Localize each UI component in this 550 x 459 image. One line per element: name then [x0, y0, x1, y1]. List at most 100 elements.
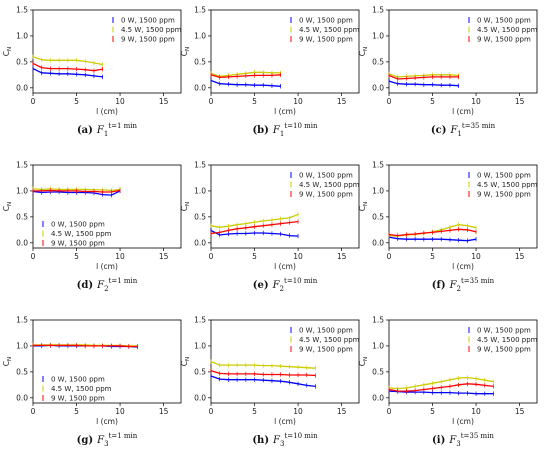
caption-letter: (g) — [77, 435, 93, 446]
caption-symbol: F — [272, 280, 281, 291]
x-axis-label: l (cm) — [452, 107, 474, 116]
x-tick-label: 15 — [515, 252, 525, 261]
x-axis-label: l (cm) — [274, 417, 296, 426]
y-axis-label: CN — [2, 357, 13, 366]
caption-superscript: t=1 min — [108, 122, 137, 130]
x-tick-label: 0 — [209, 97, 214, 106]
y-tick-label: 1.0 — [372, 32, 384, 41]
legend-entry: 4.5 W, 1500 ppm — [121, 26, 182, 34]
x-tick-label: 5 — [74, 97, 79, 106]
legend-entry: 9 W, 1500 ppm — [477, 36, 531, 44]
subplot-f: 0 5 10 15 0.0 0.5 1.0 1.5 l (cm) CN 0 W, 1500 ppm4… — [358, 161, 538, 293]
y-axis-label: CN — [2, 202, 13, 211]
y-tick-label: 0.5 — [16, 212, 28, 221]
y-axis-label: CN — [180, 202, 191, 211]
legend-entry: 0 W, 1500 ppm — [121, 17, 175, 25]
y-tick-label: 1.0 — [16, 32, 28, 41]
legend-entry: 0 W, 1500 ppm — [299, 17, 353, 25]
y-axis-label-subscript: N — [7, 47, 13, 51]
x-tick-label: 10 — [293, 252, 303, 261]
y-axis-label-main: C — [180, 361, 189, 366]
y-axis-label-subscript: N — [185, 357, 191, 361]
y-tick-label: 1.5 — [372, 161, 384, 170]
subplot-caption: (b) F1t=10 min — [252, 122, 318, 138]
x-tick-label: 0 — [31, 97, 36, 106]
caption-letter: (e) — [253, 280, 269, 291]
legend-entry: 4.5 W, 1500 ppm — [51, 230, 112, 238]
caption-symbol: F — [449, 125, 458, 136]
caption-letter: (b) — [252, 125, 268, 136]
y-tick-label: 1.0 — [16, 187, 28, 196]
subplot-caption: (c) F1t=35 min — [431, 122, 496, 138]
caption-superscript: t=35 min — [461, 277, 495, 285]
y-axis-label-subscript: N — [7, 357, 13, 361]
y-tick-label: 0.0 — [16, 393, 28, 402]
legend-entry: 0 W, 1500 ppm — [299, 327, 353, 335]
y-tick-label: 0.0 — [16, 83, 28, 92]
caption-superscript: t=35 min — [462, 122, 496, 130]
legend-entry: 9 W, 1500 ppm — [477, 191, 531, 199]
x-tick-label: 5 — [252, 97, 257, 106]
caption-symbol: F — [96, 280, 105, 291]
subplot-d: 0 5 10 15 0.0 0.5 1.0 1.5 l (cm) CN 0 W, 1500 ppm4… — [2, 161, 182, 293]
y-axis-label-subscript: N — [363, 202, 369, 206]
legend-entry: 4.5 W, 1500 ppm — [299, 181, 360, 189]
subplot-i: 0 5 10 15 0.0 0.5 1.0 1.5 l (cm) CN 0 W, 1500 ppm4… — [358, 316, 538, 448]
caption-subscript: 1 — [104, 130, 108, 138]
caption-symbol: F — [96, 125, 105, 136]
x-tick-label: 5 — [430, 407, 435, 416]
y-tick-label: 1.0 — [372, 187, 384, 196]
caption-symbol: F — [448, 435, 457, 446]
x-axis-label: l (cm) — [452, 417, 474, 426]
y-tick-label: 0.5 — [372, 212, 384, 221]
y-axis-label: CN — [180, 357, 191, 366]
caption-letter: (a) — [77, 125, 93, 136]
caption-letter: (f) — [432, 280, 446, 291]
y-tick-label: 1.0 — [16, 342, 28, 351]
y-axis-label-main: C — [358, 206, 367, 211]
caption-subscript: 2 — [104, 285, 108, 293]
caption-subscript: 1 — [280, 130, 284, 138]
legend-entry: 0 W, 1500 ppm — [477, 172, 531, 180]
y-axis-label-subscript: N — [185, 202, 191, 206]
caption-subscript: 3 — [104, 440, 108, 448]
subplot-caption: (e) F2t=10 min — [253, 277, 318, 293]
legend-entry: 0 W, 1500 ppm — [477, 327, 531, 335]
y-tick-label: 1.0 — [194, 187, 206, 196]
y-axis-label-subscript: N — [363, 357, 369, 361]
y-tick-label: 0.0 — [16, 238, 28, 247]
x-tick-label: 10 — [115, 407, 125, 416]
subplot-caption: (d) F2t=1 min — [77, 277, 138, 293]
y-axis-label-main: C — [358, 51, 367, 56]
y-tick-label: 0.5 — [194, 212, 206, 221]
caption-superscript: t=10 min — [284, 432, 318, 440]
y-tick-label: 1.5 — [16, 316, 28, 325]
y-tick-label: 1.5 — [16, 161, 28, 170]
y-tick-label: 0.5 — [16, 367, 28, 376]
plot-frame — [32, 9, 182, 94]
caption-symbol: F — [449, 280, 458, 291]
y-tick-label: 0.5 — [194, 57, 206, 66]
legend-entry: 9 W, 1500 ppm — [299, 36, 353, 44]
y-axis-label-main: C — [358, 361, 367, 366]
legend-entry: 4.5 W, 1500 ppm — [299, 336, 360, 344]
subplot-caption: (a) F1t=1 min — [77, 122, 138, 138]
y-axis-label-main: C — [2, 206, 11, 211]
y-axis-label-main: C — [180, 51, 189, 56]
x-tick-label: 0 — [31, 252, 36, 261]
x-tick-label: 15 — [159, 252, 169, 261]
legend-entry: 9 W, 1500 ppm — [121, 36, 175, 44]
subplot-b: 0 5 10 15 0.0 0.5 1.0 1.5 l (cm) CN 0 W, 1500 ppm4… — [180, 6, 360, 138]
x-tick-label: 5 — [252, 252, 257, 261]
plot-frame — [32, 319, 182, 404]
y-tick-label: 1.5 — [372, 6, 384, 15]
caption-letter: (h) — [252, 435, 269, 446]
y-tick-label: 1.0 — [194, 342, 206, 351]
legend-entry: 9 W, 1500 ppm — [477, 346, 531, 354]
x-tick-label: 0 — [209, 252, 214, 261]
legend-entry: 0 W, 1500 ppm — [299, 172, 353, 180]
x-tick-label: 15 — [159, 97, 169, 106]
y-tick-label: 1.5 — [372, 316, 384, 325]
subplot-caption: (i) F3t=35 min — [432, 432, 494, 448]
y-tick-label: 1.5 — [194, 6, 206, 15]
